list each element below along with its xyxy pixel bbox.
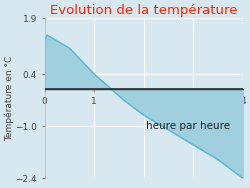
Y-axis label: Température en °C: Température en °C [4, 56, 14, 141]
Title: Evolution de la température: Evolution de la température [50, 4, 238, 17]
Text: heure par heure: heure par heure [146, 121, 230, 131]
